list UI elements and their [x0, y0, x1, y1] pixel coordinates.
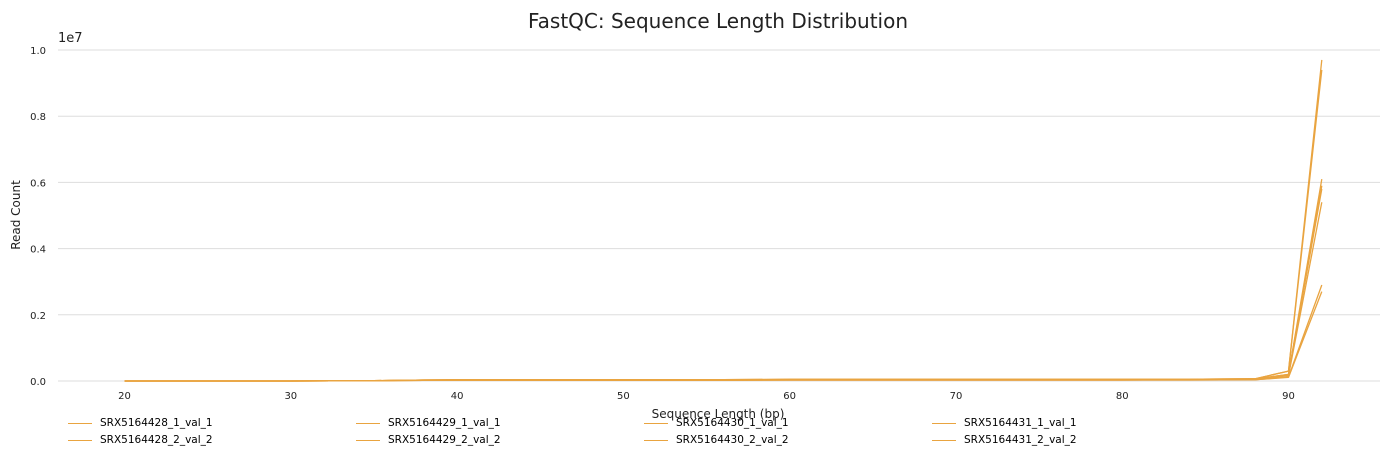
x-tick-label: 50	[617, 391, 630, 402]
legend-label: SRX5164430_2_val_2	[676, 434, 789, 446]
series-layer	[124, 59, 1323, 382]
grid-layer	[58, 49, 1380, 382]
legend-swatch	[644, 439, 668, 441]
series-line-SRX5164429_1_val_1	[124, 178, 1323, 382]
y-axis-label: Read Count	[9, 180, 23, 250]
legend-label: SRX5164428_2_val_2	[100, 434, 213, 446]
series-line-SRX5164431_1_val_1	[124, 284, 1323, 382]
y-tick-label: 0.8	[30, 112, 46, 123]
legend-label: SRX5164430_1_val_1	[676, 417, 789, 429]
legend-label: SRX5164431_1_val_1	[964, 417, 1077, 429]
legend-swatch	[932, 422, 956, 424]
legend-item: SRX5164429_2_val_2	[350, 433, 501, 447]
legend-item: SRX5164429_1_val_1	[350, 416, 501, 430]
x-tick-label: 90	[1282, 391, 1295, 402]
series-line-SRX5164428_1_val_1	[124, 59, 1323, 382]
legend-swatch	[644, 422, 668, 424]
series-line-SRX5164431_2_val_2	[124, 291, 1323, 382]
x-tick-label: 20	[118, 391, 131, 402]
y-tick-label: 1.0	[30, 46, 46, 57]
tick-layer: 0.0 0.2 0.4 0.6 0.8 1.0 20 30 40 50 60 70 80 90	[30, 46, 1295, 402]
y-axis-multiplier: 1e7	[58, 31, 83, 46]
legend-label: SRX5164429_1_val_1	[388, 417, 501, 429]
legend-label: SRX5164428_1_val_1	[100, 417, 213, 429]
legend-swatch	[932, 439, 956, 441]
y-tick-label: 0.2	[30, 311, 46, 322]
legend-label: SRX5164431_2_val_2	[964, 434, 1077, 446]
x-tick-label: 70	[950, 391, 963, 402]
legend-label: SRX5164429_2_val_2	[388, 434, 501, 446]
series-line-SRX5164430_1_val_1	[124, 185, 1323, 382]
legend-item: SRX5164431_2_val_2	[926, 433, 1077, 447]
legend-swatch	[68, 439, 92, 441]
y-tick-label: 0.0	[30, 377, 46, 388]
chart-title: FastQC: Sequence Length Distribution	[528, 9, 908, 33]
x-axis-label: Sequence Length (bp)	[652, 407, 785, 421]
legend-swatch	[356, 439, 380, 441]
x-tick-label: 60	[783, 391, 796, 402]
legend-item: SRX5164430_1_val_1	[638, 416, 789, 430]
legend-item: SRX5164428_1_val_1	[62, 416, 213, 430]
x-tick-label: 40	[451, 391, 464, 402]
legend-item: SRX5164431_1_val_1	[926, 416, 1077, 430]
x-tick-label: 80	[1116, 391, 1129, 402]
series-line-SRX5164430_2_val_2	[124, 202, 1323, 382]
series-line-SRX5164429_2_val_2	[124, 188, 1323, 382]
legend-item: SRX5164428_2_val_2	[62, 433, 213, 447]
x-tick-label: 30	[284, 391, 297, 402]
y-tick-label: 0.4	[30, 245, 46, 256]
legend-swatch	[68, 422, 92, 424]
legend-swatch	[356, 422, 380, 424]
y-tick-label: 0.6	[30, 178, 46, 189]
legend-item: SRX5164430_2_val_2	[638, 433, 789, 447]
